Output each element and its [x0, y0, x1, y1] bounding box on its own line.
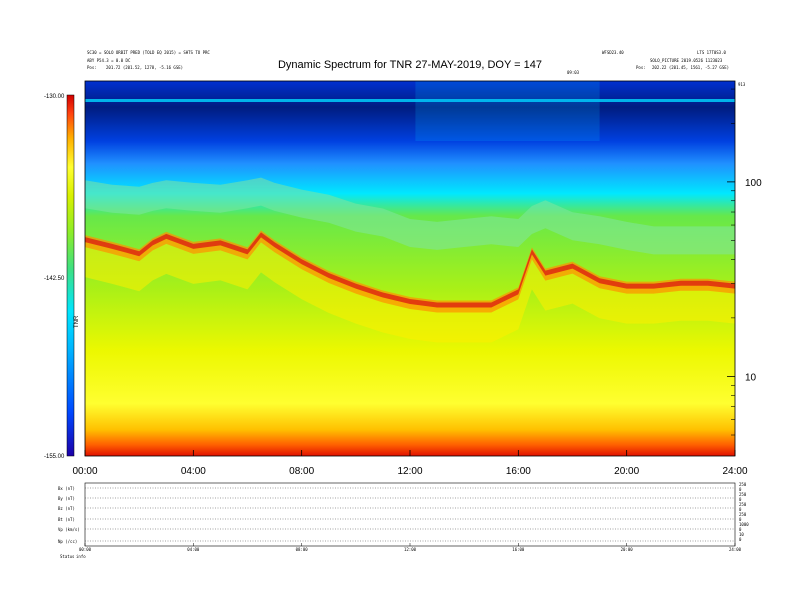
x-axis: 00:00 04:00 08:00 12:00 16:00 20:00 24:00 [72, 450, 748, 477]
x-tick-label: 20:00 [614, 466, 639, 477]
version-text: WFSD23.40 [602, 50, 624, 55]
colorbar-min: -155.00 [44, 454, 65, 460]
panel-label: Bt (nT) [58, 517, 75, 522]
panel-x-label: 16:00 [512, 547, 525, 552]
file-text: SOLO_PICTURE 2019.0526 1123023 [650, 58, 723, 63]
panel-label: Bx (nT) [58, 486, 75, 491]
end-pos: 202.22 (201.45, 1561, -5.27 GSE) [652, 65, 730, 70]
spectrum-layers [85, 81, 735, 343]
panel-right-tick: 250 [739, 482, 747, 487]
panel-right-tick: 0 [739, 487, 742, 492]
colorbar-label: TNR [74, 315, 80, 328]
end-pos-label: Pos: [636, 65, 646, 70]
panel-right-tick: 0 [739, 507, 742, 512]
cyan-stripe [85, 99, 735, 102]
burst-region [415, 81, 600, 141]
cyan-transition-band [85, 177, 735, 255]
panel-label: By (nT) [58, 496, 75, 501]
red-band [85, 232, 735, 308]
y-tick-label: 100 [745, 178, 762, 189]
panel-corner-value: 913 [738, 82, 746, 87]
x-tick-label: 04:00 [181, 466, 206, 477]
panel-right-tick: 250 [739, 492, 747, 497]
panel-frame [84, 482, 736, 547]
panel-right-tick: 1000 [739, 522, 749, 527]
panel-label: Vp (km/s) [58, 527, 80, 532]
panel-x-label: 08:00 [296, 547, 309, 552]
time-marker: 09:03 [567, 70, 580, 75]
chart-title: Dynamic Spectrum for TNR 27-MAY-2019, DO… [277, 59, 542, 71]
panel-x-label: 04:00 [187, 547, 200, 552]
header-line1: SC30 = SOLO ORBIT PRED (TOLD EQ 2015) = … [87, 50, 210, 55]
panel-label: Bz (nT) [58, 506, 75, 511]
start-pos-label: Pos: [87, 65, 97, 70]
processed-text: LTS 17T0S3.0 [697, 50, 726, 55]
x-tick-label: 16:00 [506, 466, 531, 477]
colorbar [66, 94, 75, 457]
y-axis: 100 10 [727, 88, 762, 436]
spectrogram [84, 80, 736, 457]
x-tick-label: 00:00 [72, 466, 97, 477]
panel-label: Np (/cc) [58, 539, 77, 544]
panel-right-tick: 10 [739, 532, 744, 537]
yellow-band [85, 236, 735, 343]
panel-x-label: 20:00 [621, 547, 634, 552]
panel-right-tick: 0 [739, 517, 742, 522]
panel-right-tick: 250 [739, 512, 747, 517]
parameter-panels: Bx (nT) By (nT) Bz (nT) Bt (nT) Vp (km/s) Np … [58, 482, 749, 552]
x-tick-label: 12:00 [397, 466, 422, 477]
panel-right-tick: 250 [739, 502, 747, 507]
x-tick-label: 08:00 [289, 466, 314, 477]
x-tick-label: 24:00 [722, 466, 747, 477]
panel-right-tick: 0 [739, 537, 742, 542]
panel-right-tick: 0 [739, 497, 742, 502]
header-line2: ABY P54.3 = 0.0 DC [87, 58, 131, 63]
colorbar-max: -130.00 [44, 94, 65, 100]
panel-x-label: 24:00 [729, 547, 742, 552]
footer-label: Status [60, 554, 75, 559]
footer-value: info [76, 554, 86, 559]
y-tick-label: 10 [745, 372, 757, 383]
colorbar-mid: -142.50 [44, 276, 65, 282]
start-pos: 201.72 (201.52, 1278, -5.16 GSE) [106, 65, 184, 70]
panel-x-label: 00:00 [79, 547, 92, 552]
panel-right-tick: 0 [739, 527, 742, 532]
panel-x-label: 12:00 [404, 547, 417, 552]
